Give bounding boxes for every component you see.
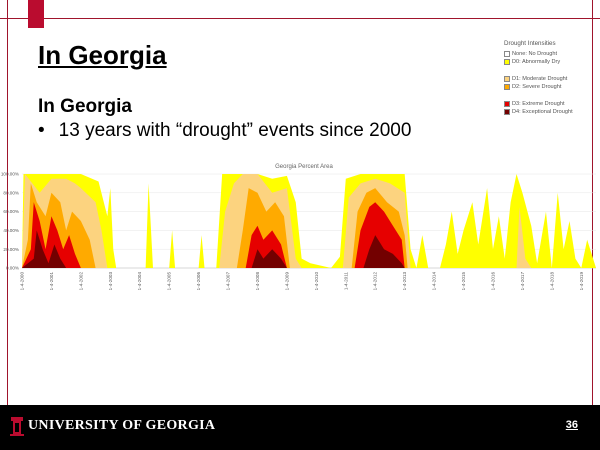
x-tick-label: 1-4-2010 <box>314 272 319 291</box>
legend-item: D2: Severe Drought <box>504 83 573 91</box>
x-tick-label: 1-4-2012 <box>373 272 378 291</box>
x-tick-label: 1-4-2016 <box>490 272 495 291</box>
legend-group: D3: Extreme Drought D4: Exceptional Droug… <box>504 100 573 116</box>
area-series <box>22 183 596 268</box>
x-tick-label: 1-4-2001 <box>49 272 54 291</box>
y-tick-label: 0.00% <box>6 266 19 271</box>
uga-arch-logo-icon <box>10 417 24 436</box>
x-tick-label: 1-4-2004 <box>137 272 142 291</box>
x-tick-label: 1-4-2013 <box>402 272 407 291</box>
bullet-item: • 13 years with “drought” events since 2… <box>38 120 411 142</box>
legend-label: D4: Exceptional Drought <box>512 109 573 115</box>
legend-label: D0: Abnormally Dry <box>512 59 561 65</box>
y-tick-label: 80.00% <box>3 190 19 195</box>
legend-item: D1: Moderate Drought <box>504 75 573 83</box>
y-tick-label: 60.00% <box>3 209 19 214</box>
legend-item: D0: Abnormally Dry <box>504 58 573 66</box>
legend-group: None: No Drought D0: Abnormally Dry <box>504 50 573 66</box>
x-axis-ticks: 1-4-2000 1-4-2001 1-4-2002 1-4-2003 1-4-2004… <box>20 272 584 291</box>
chart-areas <box>22 174 596 268</box>
x-tick-label: 1-4-2007 <box>226 272 231 291</box>
legend-label: D3: Extreme Drought <box>512 101 565 107</box>
y-tick-label: 100.00% <box>1 172 19 177</box>
x-tick-label: 1-4-2015 <box>461 272 466 291</box>
x-tick-label: 1-4-2011 <box>343 272 348 290</box>
x-tick-label: 1-4-2006 <box>196 272 201 291</box>
legend-label: D2: Severe Drought <box>512 84 562 90</box>
legend-groups: None: No Drought D0: Abnormally Dry D1: Mo… <box>504 50 573 116</box>
legend-label: None: No Drought <box>512 51 558 57</box>
y-tick-label: 40.00% <box>3 228 19 233</box>
x-tick-label: 1-4-2017 <box>520 272 525 291</box>
legend-item: None: No Drought <box>504 50 573 58</box>
legend-label: D1: Moderate Drought <box>512 76 568 82</box>
legend-item: D3: Extreme Drought <box>504 100 573 108</box>
legend-swatch <box>504 59 510 65</box>
x-tick-label: 1-4-2008 <box>255 272 260 291</box>
drought-legend: Drought Intensities None: No Drought D0: … <box>504 40 573 125</box>
bullet-text: 13 years with “drought” events since 200… <box>58 120 412 141</box>
legend-group: D1: Moderate Drought D2: Severe Drought <box>504 75 573 91</box>
legend-swatch <box>504 109 510 115</box>
y-tick-label: 20.00% <box>3 247 19 252</box>
frame-right-line <box>592 0 593 405</box>
legend-swatch <box>504 84 510 90</box>
x-tick-label: 1-4-2009 <box>284 272 289 291</box>
footer-university-name: UNIVERSITY OF GEORGIA <box>28 418 216 433</box>
area-series <box>22 174 596 268</box>
x-tick-label: 1-4-2014 <box>432 272 437 291</box>
chart-title: Georgia Percent Area <box>275 164 333 170</box>
frame-left-line <box>7 0 8 405</box>
footer-bar <box>0 405 600 450</box>
page-number: 36 <box>565 419 578 431</box>
legend-item: D4: Exceptional Drought <box>504 108 573 116</box>
sub-heading: In Georgia <box>38 96 132 117</box>
legend-swatch <box>504 51 510 57</box>
bullet-marker: • <box>38 120 45 141</box>
legend-swatch <box>504 76 510 82</box>
brand-tab <box>28 0 44 28</box>
legend-title: Drought Intensities <box>504 40 556 47</box>
x-tick-label: 1-4-2018 <box>549 272 554 291</box>
x-tick-label: 1-4-2002 <box>78 272 83 291</box>
y-axis-ticks: 100.00% 80.00% 60.00% 40.00% 20.00% 0.00% <box>1 172 19 271</box>
frame-top-line <box>0 18 600 19</box>
georgia-drought-chart: Georgia Percent Area 100.00% 80.00% 60.00%… <box>1 164 596 291</box>
slide-title: In Georgia <box>38 40 167 70</box>
x-tick-label: 1-4-2003 <box>108 272 113 291</box>
x-tick-label: 1-4-2019 <box>579 272 584 291</box>
x-tick-label: 1-4-2005 <box>167 272 172 291</box>
legend-swatch <box>504 101 510 107</box>
x-tick-label: 1-4-2000 <box>20 272 25 291</box>
